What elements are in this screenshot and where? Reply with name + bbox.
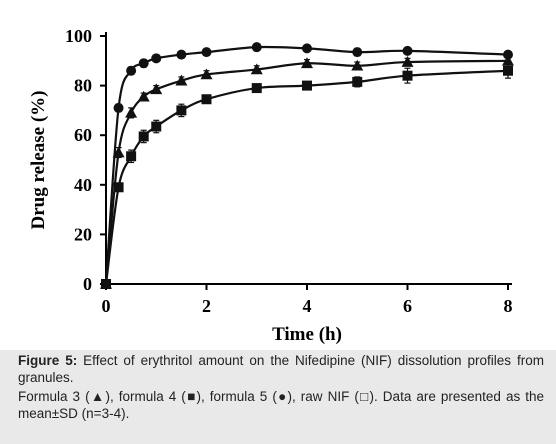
x-tick-label: 2 [202,296,211,316]
data-point-circle [138,58,149,69]
x-tick-label: 6 [403,296,412,316]
data-point-circle [302,43,312,54]
x-tick-label: 4 [303,296,312,316]
axes: 0 20 40 60 80 100 0 2 4 6 8 [65,26,513,316]
y-tick-label: 100 [65,26,92,46]
data-point-triangle [125,106,138,118]
data-point-square [302,80,312,91]
y-tick-label: 60 [74,125,92,145]
y-axis-label: Drug release (%) [28,91,49,230]
caption-text: Effect of erythritol amount on the Nifed… [18,353,544,385]
data-point-circle [352,47,363,58]
data-point-square [201,94,212,105]
x-tick-label: 8 [504,296,513,316]
data-point-square [251,83,262,94]
data-point-triangle [200,68,213,80]
figure-caption: Figure 5: Effect of erythritol amount on… [18,352,544,424]
data-point-square [352,76,363,87]
y-tick-label: 40 [74,175,92,195]
x-axis-label: Time (h) [272,324,342,345]
data-point-circle [113,102,124,113]
series-line-square [104,69,509,285]
y-tick-label: 20 [74,224,92,244]
series-line-circle [104,45,509,285]
data-point-triangle [150,83,163,95]
data-point-triangle [250,63,263,75]
caption-label: Figure 5: [18,353,78,368]
dissolution-chart: 0 20 40 60 80 100 0 2 4 6 8 Drug release (%) Time … [28,26,514,345]
data-point-triangle [301,57,313,69]
data-point-triangle [137,90,150,102]
data-point-square [176,105,187,116]
data-point-square [126,151,137,162]
data-point-triangle [401,56,414,67]
data-point-square [151,121,162,132]
data-point-square [101,279,111,289]
y-tick-label: 80 [74,76,92,96]
data-point-square [402,70,413,81]
series-layer [100,42,514,289]
data-point-circle [126,65,137,76]
series-line-triangle [104,59,509,285]
data-point-square [503,65,513,76]
series-circle [101,42,513,289]
data-point-square [113,182,124,193]
data-point-circle [151,53,162,64]
data-point-circle [201,47,212,58]
data-point-circle [402,45,413,56]
data-point-triangle [351,59,364,71]
data-point-square [138,131,149,142]
plot-panel: 0 20 40 60 80 100 0 2 4 6 8 Drug release (%) Time … [0,0,556,350]
data-point-circle [251,42,262,53]
series-square [101,62,513,289]
data-point-circle [176,49,187,60]
series-triangle [100,54,514,289]
caption-note: Formula 3 (▲), formula 4 (■), formula 5 … [18,389,544,421]
data-point-triangle [175,74,188,86]
y-tick-label: 0 [83,274,92,294]
caption-main: Figure 5: Effect of erythritol amount on… [18,352,544,386]
x-tick-label: 0 [102,296,111,316]
data-point-triangle [112,146,125,158]
